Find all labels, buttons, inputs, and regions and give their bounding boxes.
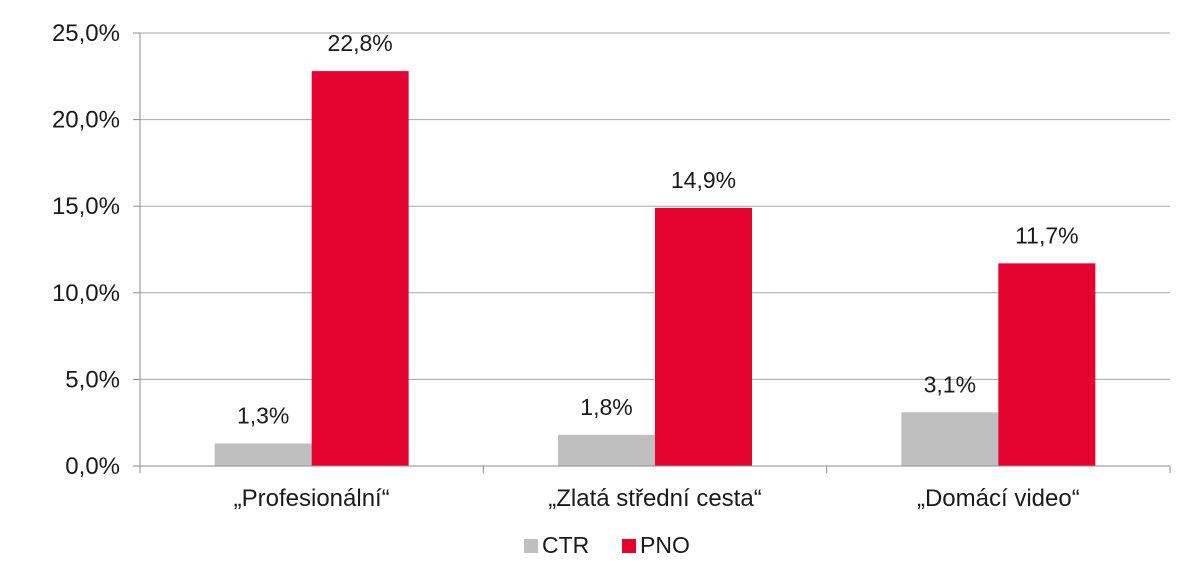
data-label-ctr: 3,1% [924, 371, 976, 397]
bar-pno [998, 263, 1096, 466]
y-tick-label: 15,0% [52, 193, 120, 220]
data-label-pno: 14,9% [671, 167, 736, 193]
legend-label-pno: PNO [640, 532, 690, 558]
category-label: „Profesionální“ [234, 485, 390, 512]
legend: CTR PNO [524, 532, 690, 558]
data-label-pno: 11,7% [1015, 222, 1079, 248]
y-tick-label: 5,0% [65, 366, 120, 393]
legend-swatch-pno [622, 539, 636, 553]
axes [133, 32, 1171, 473]
bar-ctr [901, 412, 999, 466]
data-label-pno: 22,8% [328, 30, 393, 56]
data-labels: 1,3% 22,8% 1,8% 14,9% 3,1% 11,7% [237, 30, 1079, 428]
y-axis-ticks: 0,0% 5,0% 10,0% 15,0% 20,0% 25,0% [52, 20, 120, 480]
bar-pno [655, 207, 752, 466]
y-tick-label: 20,0% [52, 107, 120, 134]
category-label: „Domácí video“ [917, 485, 1080, 512]
bars [214, 71, 1096, 466]
y-tick-label: 0,0% [65, 453, 120, 480]
category-label: „Zlatá střední cesta“ [548, 485, 761, 512]
y-tick-label: 10,0% [52, 280, 120, 307]
bar-pno [311, 71, 409, 466]
category-labels: „Profesionální“ „Zlatá střední cesta“ „Dom… [234, 485, 1080, 512]
legend-swatch-ctr [524, 539, 538, 553]
bar-ctr [558, 434, 655, 466]
data-label-ctr: 1,8% [580, 394, 632, 420]
y-tick-label: 25,0% [52, 20, 120, 47]
data-label-ctr: 1,3% [237, 402, 289, 428]
bar-ctr [214, 443, 312, 466]
legend-label-ctr: CTR [542, 532, 589, 558]
